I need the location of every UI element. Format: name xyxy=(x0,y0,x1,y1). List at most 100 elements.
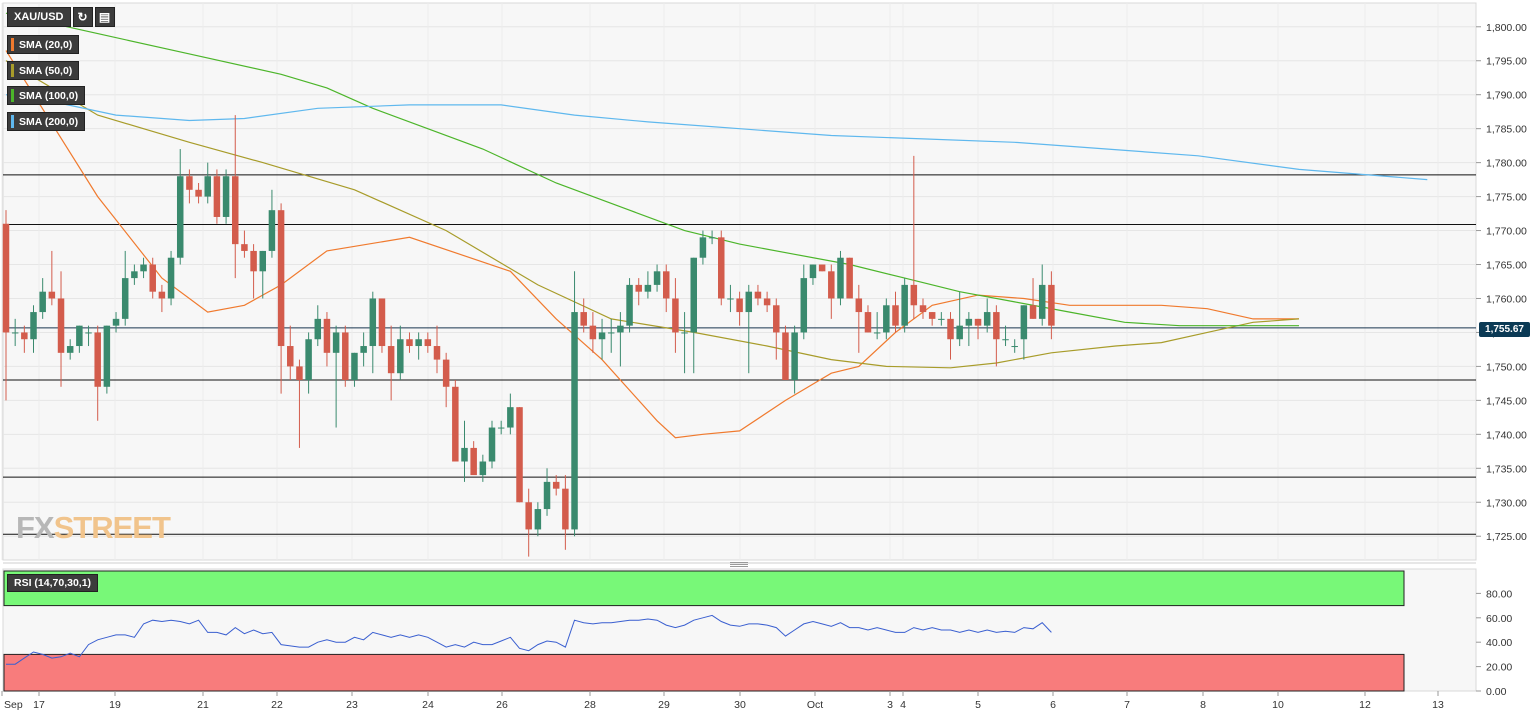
candle-body xyxy=(1011,346,1018,348)
candle-body xyxy=(176,176,184,258)
x-tick-label: 21 xyxy=(197,699,209,711)
refresh-icon[interactable]: ↻ xyxy=(72,7,93,27)
rsi-legend[interactable]: RSI (14,70,30,1) xyxy=(7,574,99,592)
candle-body xyxy=(268,210,276,251)
price-tick-label: 1,800.00 xyxy=(1486,22,1527,34)
candle-body xyxy=(195,189,202,197)
legend-sma-200[interactable]: SMA (200,0) xyxy=(7,112,86,131)
candle-body xyxy=(516,407,523,503)
candle-body xyxy=(433,346,441,360)
candle-body xyxy=(378,298,386,347)
candle-body xyxy=(30,312,37,340)
candle-body xyxy=(892,305,899,326)
candle-body xyxy=(580,312,587,326)
price-tick-label: 1,795.00 xyxy=(1486,56,1527,68)
candle-body xyxy=(754,291,762,299)
candle-body xyxy=(773,305,780,333)
candle-body xyxy=(938,318,945,320)
candle-body xyxy=(461,447,468,462)
symbol-selector[interactable]: XAU/USD xyxy=(7,7,71,27)
candle-body xyxy=(232,176,239,245)
legend-label: SMA (200,0) xyxy=(19,115,79,128)
candle-body xyxy=(76,325,83,347)
candle-body xyxy=(644,284,652,292)
candle-body xyxy=(314,318,322,340)
candle-body xyxy=(956,325,963,340)
candle-body xyxy=(598,332,606,340)
x-tick-label: 24 xyxy=(422,699,434,711)
sma-line xyxy=(5,94,1428,181)
legend-label: SMA (50,0) xyxy=(19,64,73,77)
candle-body xyxy=(287,346,294,367)
rsi-overbought-zone xyxy=(3,570,1405,607)
candle-body xyxy=(708,237,716,239)
candle-body xyxy=(259,250,267,272)
candle-body xyxy=(342,332,349,380)
x-tick-label: Oct xyxy=(807,699,823,711)
candle-body xyxy=(397,339,404,374)
candle-body xyxy=(424,339,432,347)
sma-20-swatch xyxy=(11,38,14,51)
bar-chart-icon[interactable]: ▤ xyxy=(94,7,115,27)
candle-body xyxy=(2,223,10,333)
x-tick-label: 29 xyxy=(658,699,670,711)
candle-body xyxy=(534,509,542,530)
current-price-badge: 1,755.67 xyxy=(1479,322,1530,337)
candle-body xyxy=(763,298,771,306)
candle-body xyxy=(919,305,927,313)
candle-body xyxy=(507,407,514,428)
price-tick-label: 1,770.00 xyxy=(1486,226,1527,238)
candle-body xyxy=(1048,284,1055,326)
candle-body xyxy=(213,176,221,217)
rsi-y-axis: 80.00 60.00 40.00 20.00 0.00 xyxy=(1476,588,1512,698)
x-tick-label: 17 xyxy=(33,699,45,711)
candle-body xyxy=(1029,305,1037,319)
candle-body xyxy=(727,298,734,300)
legend-sma-50[interactable]: SMA (50,0) xyxy=(7,61,80,80)
candle-body xyxy=(57,298,65,353)
candle-body xyxy=(837,257,844,299)
candle-body xyxy=(965,318,973,326)
fxstreet-logo: FXSTREET xyxy=(16,510,171,545)
candle-body xyxy=(296,366,303,380)
candle-body xyxy=(470,447,477,476)
candle-body xyxy=(910,284,918,306)
candle-body xyxy=(488,427,496,462)
candle-body xyxy=(589,325,597,340)
legend-sma-20[interactable]: SMA (20,0) xyxy=(7,35,80,54)
candle-body xyxy=(332,332,340,353)
candle-body xyxy=(167,257,175,299)
candle-body xyxy=(562,488,569,530)
rsi-line-group xyxy=(6,614,1052,665)
candle-body xyxy=(662,271,670,299)
x-tick-label: 13 xyxy=(1432,699,1444,711)
candle-body xyxy=(186,176,193,190)
legend-sma-100[interactable]: SMA (100,0) xyxy=(7,86,86,105)
candle-body xyxy=(782,332,789,380)
price-tick-label: 1,735.00 xyxy=(1486,463,1527,475)
candle-body xyxy=(66,346,74,353)
x-tick-label: 4 xyxy=(900,699,906,711)
candle-body xyxy=(497,427,505,429)
candle-body xyxy=(360,346,367,353)
candle-body xyxy=(204,176,211,197)
price-tick-label: 1,730.00 xyxy=(1486,497,1527,509)
x-tick-label: 19 xyxy=(109,699,121,711)
candle-body xyxy=(112,318,120,326)
candle-body xyxy=(241,244,248,251)
candle-body xyxy=(571,312,578,530)
price-tick-label: 1,745.00 xyxy=(1486,395,1527,407)
candle-body xyxy=(653,271,661,285)
candle-body xyxy=(525,502,532,530)
x-axis: Sep 17 19 21 22 23 24 26 28 29 30 Oct 3 4 5 6 7 8 10 12 13 xyxy=(1,691,1444,711)
candle-body xyxy=(617,325,624,333)
panel-resize-handle[interactable] xyxy=(730,562,748,568)
candle-body xyxy=(699,237,707,258)
x-tick-label: 23 xyxy=(346,699,358,711)
candle-body xyxy=(635,284,642,292)
price-tick-label: 1,740.00 xyxy=(1486,429,1527,441)
x-tick-label: 5 xyxy=(975,699,981,711)
candles xyxy=(2,115,1055,557)
candle-body xyxy=(305,339,312,380)
rsi-oversold-zone xyxy=(3,653,1405,692)
